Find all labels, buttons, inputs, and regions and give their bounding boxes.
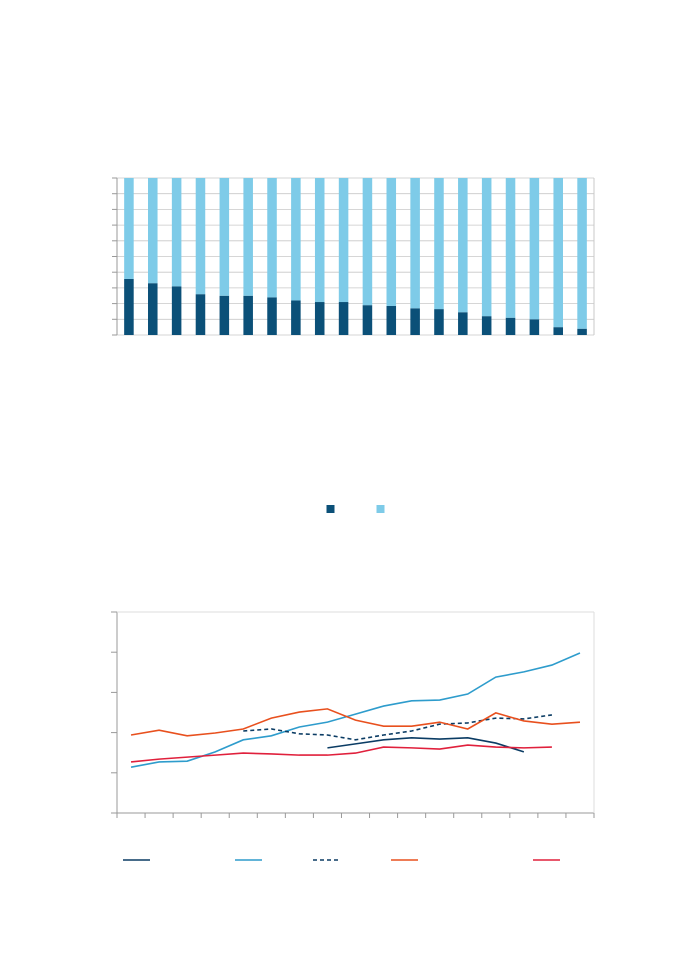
line-series: [243, 714, 553, 741]
bar-segment: [458, 178, 468, 313]
bar-segment: [362, 178, 373, 306]
bar-segment: [124, 278, 134, 335]
bar-segment: [267, 297, 277, 335]
bar-segment: [434, 178, 444, 310]
bar-segment: [410, 178, 420, 309]
bar-segment: [314, 302, 325, 335]
bar-segment: [171, 178, 182, 287]
bar-segment: [148, 178, 158, 284]
legend-swatch: [376, 505, 385, 513]
bar-segment: [362, 305, 373, 335]
bar-segment: [195, 294, 206, 335]
bar-segment: [267, 178, 277, 298]
bar-segment: [553, 178, 563, 328]
bar-segment: [505, 317, 516, 335]
line-series: [327, 737, 525, 753]
bar-segment: [171, 286, 182, 335]
line-series: [130, 744, 552, 763]
bar-segment: [219, 295, 230, 335]
bar-segment: [338, 302, 349, 335]
line-series: [130, 708, 581, 737]
bar-segment: [243, 178, 253, 296]
bar-segment: [124, 178, 134, 279]
bar-segment: [314, 178, 325, 303]
legend-swatch: [326, 505, 335, 513]
bar-segment: [243, 295, 253, 335]
bar-segment: [291, 300, 301, 335]
bar-segment: [505, 178, 516, 318]
bar-segment: [458, 312, 468, 335]
line-series: [130, 652, 581, 768]
bar-segment: [577, 328, 587, 335]
bar-segment: [434, 309, 444, 335]
bar-segment: [577, 178, 587, 329]
bar-segment: [481, 178, 492, 317]
bar-segment: [481, 316, 492, 335]
bar-segment: [386, 305, 397, 335]
bar-segment: [529, 319, 540, 335]
bar-segment: [410, 308, 420, 335]
bar-segment: [195, 178, 206, 295]
bar-segment: [219, 178, 230, 296]
bar-segment: [148, 283, 158, 335]
bar-segment: [386, 178, 397, 306]
bar-segment: [529, 178, 540, 320]
bar-segment: [553, 327, 563, 335]
bar-segment: [291, 178, 301, 301]
bar-segment: [338, 178, 349, 303]
